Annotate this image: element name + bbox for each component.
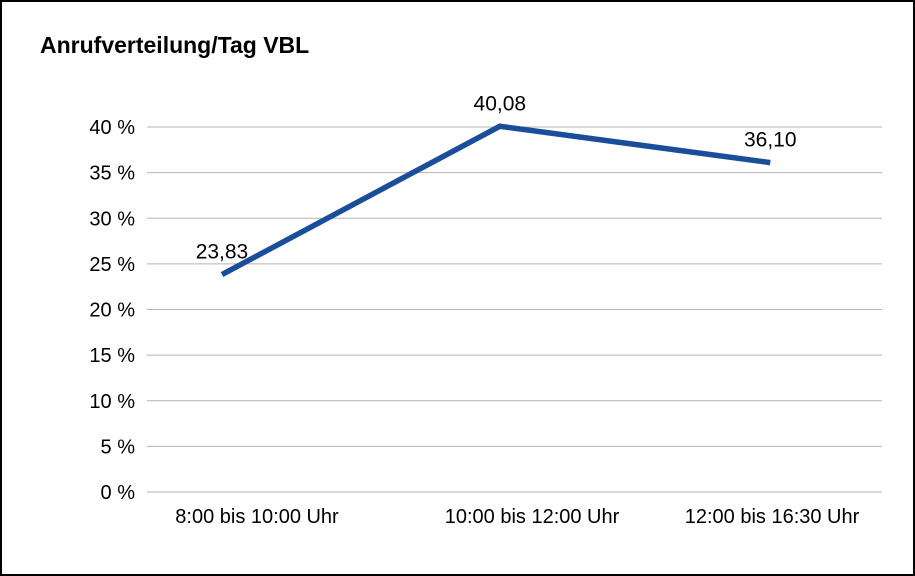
x-category-label: 12:00 bis 16:30 Uhr — [685, 506, 860, 528]
y-tick-label: 25 % — [89, 254, 135, 276]
y-tick-label: 35 % — [89, 163, 135, 185]
chart-title: Anrufverteilung/Tag VBL — [40, 32, 310, 58]
y-tick-label: 5 % — [101, 436, 136, 458]
x-category-label: 8:00 bis 10:00 Uhr — [175, 506, 339, 528]
y-tick-label: 0 % — [101, 482, 136, 504]
x-category-label: 10:00 bis 12:00 Uhr — [445, 506, 620, 528]
y-tick-label: 10 % — [89, 391, 135, 413]
y-tick-label: 20 % — [89, 300, 135, 322]
y-tick-label: 30 % — [89, 208, 135, 230]
y-tick-label: 40 % — [89, 117, 135, 139]
data-label: 36,10 — [744, 129, 797, 152]
data-label: 40,08 — [474, 92, 527, 115]
series-line — [220, 123, 771, 277]
data-label: 23,83 — [196, 241, 249, 264]
y-tick-label: 15 % — [89, 345, 135, 367]
